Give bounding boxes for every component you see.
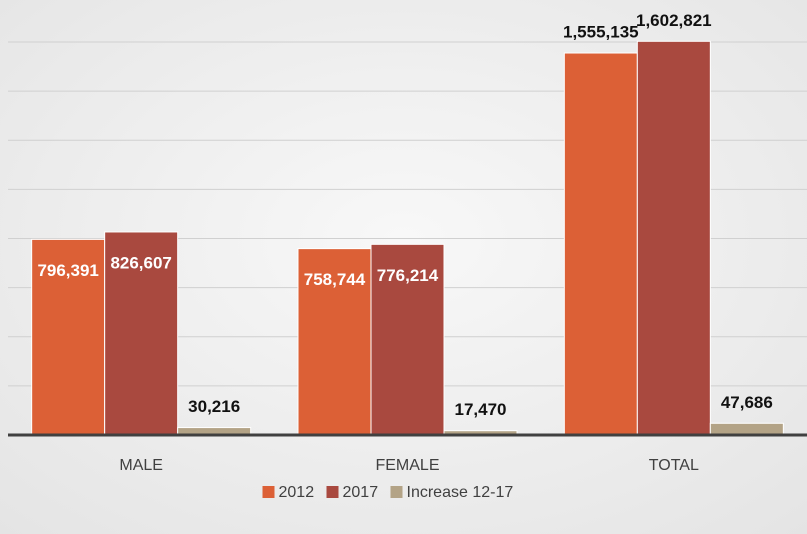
legend-label: Increase 12-17 <box>407 484 514 501</box>
legend-label: 2012 <box>279 484 315 501</box>
data-label: 758,744 <box>304 270 366 289</box>
bar <box>709 422 784 436</box>
x-tick-label: FEMALE <box>375 457 439 474</box>
legend-swatch <box>326 486 339 498</box>
bar <box>31 238 106 436</box>
bar <box>297 248 372 436</box>
data-label: 796,391 <box>37 261 98 280</box>
data-label: 30,216 <box>188 397 240 416</box>
data-label: 47,686 <box>721 393 773 412</box>
legend-swatch <box>262 486 275 498</box>
bar <box>104 231 179 436</box>
data-label: 776,214 <box>377 266 439 285</box>
data-label: 1,555,135 <box>563 23 639 42</box>
data-label: 826,607 <box>110 253 171 272</box>
bar <box>563 52 638 436</box>
legend-swatch <box>390 486 403 498</box>
bar <box>636 40 711 436</box>
data-label: 17,470 <box>455 400 507 419</box>
x-tick-label: MALE <box>119 457 163 474</box>
bar <box>370 243 445 436</box>
x-tick-label: TOTAL <box>649 457 699 474</box>
legend-label: 2017 <box>343 484 379 501</box>
data-label: 1,602,821 <box>636 11 712 30</box>
